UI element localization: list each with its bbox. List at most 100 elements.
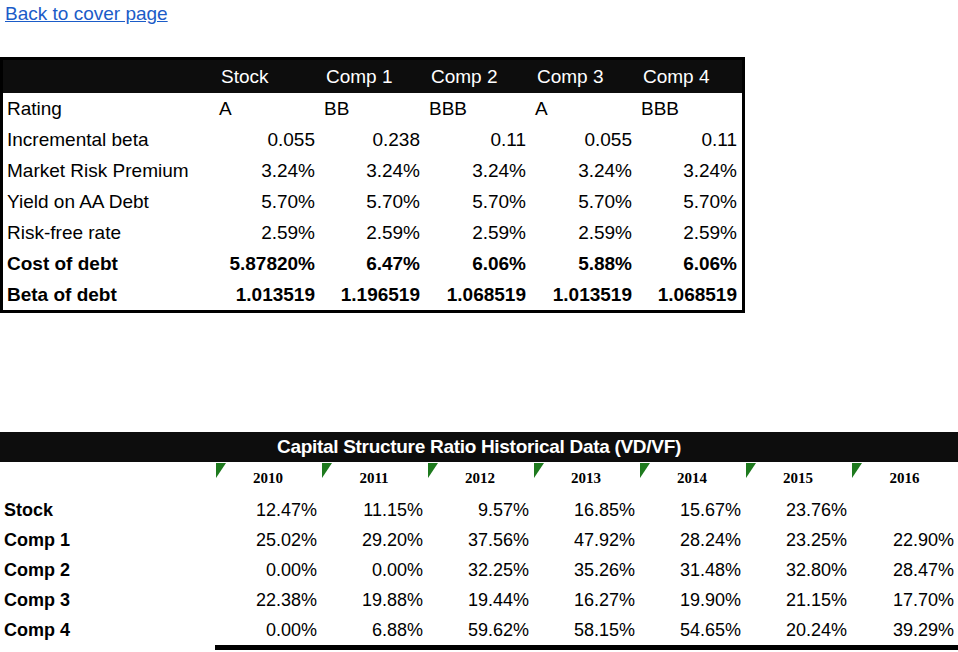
value-cell[interactable]: 35.26%: [533, 560, 639, 581]
value-cell[interactable]: 5.70%: [531, 191, 637, 213]
table-row-risk-free-rate: Risk-free rate 2.59% 2.59% 2.59% 2.59% 2…: [3, 217, 742, 248]
value-cell[interactable]: 28.24%: [639, 530, 745, 551]
value-cell[interactable]: 2.59%: [215, 222, 320, 244]
value-cell[interactable]: 5.88%: [531, 253, 637, 275]
row-label[interactable]: Comp 4: [0, 620, 215, 641]
header-cell-comp1[interactable]: Comp 1: [320, 66, 425, 88]
row-label[interactable]: Beta of debt: [3, 284, 215, 306]
value-cell[interactable]: 54.65%: [639, 620, 745, 641]
back-to-cover-link[interactable]: Back to cover page: [5, 3, 168, 25]
value-cell[interactable]: 1.013519: [531, 284, 637, 306]
value-cell[interactable]: 29.20%: [321, 530, 427, 551]
value-cell[interactable]: 3.24%: [637, 160, 742, 182]
value-cell[interactable]: A: [531, 98, 637, 120]
row-label[interactable]: Yield on AA Debt: [3, 191, 215, 213]
value-cell[interactable]: 28.47%: [851, 560, 958, 581]
value-cell[interactable]: 1.013519: [215, 284, 320, 306]
value-cell[interactable]: 2.59%: [425, 222, 531, 244]
value-cell[interactable]: 19.90%: [639, 590, 745, 611]
value-cell[interactable]: 0.238: [320, 129, 425, 151]
value-cell[interactable]: 47.92%: [533, 530, 639, 551]
value-cell[interactable]: 2.59%: [637, 222, 742, 244]
value-cell[interactable]: 5.87820%: [215, 253, 320, 275]
value-cell[interactable]: BBB: [637, 98, 742, 120]
value-cell[interactable]: 37.56%: [427, 530, 533, 551]
value-cell[interactable]: 19.44%: [427, 590, 533, 611]
year-header-blank: [0, 462, 215, 495]
year-label: 2012: [465, 470, 495, 487]
row-label[interactable]: Comp 3: [0, 590, 215, 611]
value-cell[interactable]: 9.57%: [427, 500, 533, 521]
value-cell[interactable]: 1.196519: [320, 284, 425, 306]
value-cell[interactable]: 3.24%: [320, 160, 425, 182]
value-cell[interactable]: BB: [320, 98, 425, 120]
value-cell[interactable]: 3.24%: [425, 160, 531, 182]
value-cell[interactable]: 3.24%: [531, 160, 637, 182]
value-cell[interactable]: 21.15%: [745, 590, 851, 611]
value-cell[interactable]: 12.47%: [215, 500, 321, 521]
value-cell[interactable]: 0.055: [215, 129, 320, 151]
year-cell-2016[interactable]: 2016: [851, 462, 958, 495]
row-label[interactable]: Risk-free rate: [3, 222, 215, 244]
capital-structure-table: Capital Structure Ratio Historical Data …: [0, 432, 958, 645]
row-label[interactable]: Incremental beta: [3, 129, 215, 151]
row-label[interactable]: Stock: [0, 500, 215, 521]
value-cell[interactable]: 23.76%: [745, 500, 851, 521]
value-cell[interactable]: 6.06%: [637, 253, 742, 275]
value-cell[interactable]: 58.15%: [533, 620, 639, 641]
value-cell[interactable]: 5.70%: [425, 191, 531, 213]
row-label[interactable]: Comp 2: [0, 560, 215, 581]
value-cell[interactable]: 22.38%: [215, 590, 321, 611]
value-cell[interactable]: 25.02%: [215, 530, 321, 551]
value-cell[interactable]: 5.70%: [637, 191, 742, 213]
year-label: 2010: [253, 470, 283, 487]
value-cell[interactable]: 1.068519: [637, 284, 742, 306]
value-cell[interactable]: 0.11: [637, 129, 742, 151]
year-cell-2015[interactable]: 2015: [745, 462, 851, 495]
year-cell-2012[interactable]: 2012: [427, 462, 533, 495]
year-cell-2010[interactable]: 2010: [215, 462, 321, 495]
value-cell[interactable]: 2.59%: [320, 222, 425, 244]
value-cell[interactable]: 6.06%: [425, 253, 531, 275]
value-cell[interactable]: 16.85%: [533, 500, 639, 521]
value-cell[interactable]: 59.62%: [427, 620, 533, 641]
value-cell[interactable]: 20.24%: [745, 620, 851, 641]
value-cell[interactable]: 0.055: [531, 129, 637, 151]
header-cell-stock[interactable]: Stock: [215, 66, 320, 88]
value-cell[interactable]: 32.25%: [427, 560, 533, 581]
header-cell-comp4[interactable]: Comp 4: [637, 66, 742, 88]
value-cell[interactable]: A: [215, 98, 320, 120]
header-cell-comp2[interactable]: Comp 2: [425, 66, 531, 88]
value-cell[interactable]: 15.67%: [639, 500, 745, 521]
value-cell[interactable]: 0.00%: [215, 620, 321, 641]
value-cell[interactable]: 2.59%: [531, 222, 637, 244]
value-cell[interactable]: 0.00%: [321, 560, 427, 581]
value-cell[interactable]: 3.24%: [215, 160, 320, 182]
value-cell[interactable]: 17.70%: [851, 590, 958, 611]
value-cell[interactable]: 32.80%: [745, 560, 851, 581]
year-cell-2013[interactable]: 2013: [533, 462, 639, 495]
value-cell[interactable]: 16.27%: [533, 590, 639, 611]
value-cell[interactable]: 5.70%: [320, 191, 425, 213]
year-cell-2011[interactable]: 2011: [321, 462, 427, 495]
value-cell[interactable]: 6.47%: [320, 253, 425, 275]
value-cell[interactable]: 22.90%: [851, 530, 958, 551]
value-cell[interactable]: BBB: [425, 98, 531, 120]
value-cell[interactable]: 23.25%: [745, 530, 851, 551]
value-cell[interactable]: 0.00%: [215, 560, 321, 581]
value-cell[interactable]: 1.068519: [425, 284, 531, 306]
row-label[interactable]: Cost of debt: [3, 253, 215, 275]
table-row-comp3: Comp 3 22.38% 19.88% 19.44% 16.27% 19.90…: [0, 585, 958, 615]
value-cell[interactable]: 6.88%: [321, 620, 427, 641]
value-cell[interactable]: 0.11: [425, 129, 531, 151]
row-label[interactable]: Market Risk Premium: [3, 160, 215, 182]
value-cell[interactable]: 31.48%: [639, 560, 745, 581]
header-cell-comp3[interactable]: Comp 3: [531, 66, 637, 88]
row-label[interactable]: Comp 1: [0, 530, 215, 551]
value-cell[interactable]: 39.29%: [851, 620, 958, 641]
year-cell-2014[interactable]: 2014: [639, 462, 745, 495]
row-label[interactable]: Rating: [3, 98, 215, 120]
value-cell[interactable]: 19.88%: [321, 590, 427, 611]
value-cell[interactable]: 5.70%: [215, 191, 320, 213]
value-cell[interactable]: 11.15%: [321, 500, 427, 521]
